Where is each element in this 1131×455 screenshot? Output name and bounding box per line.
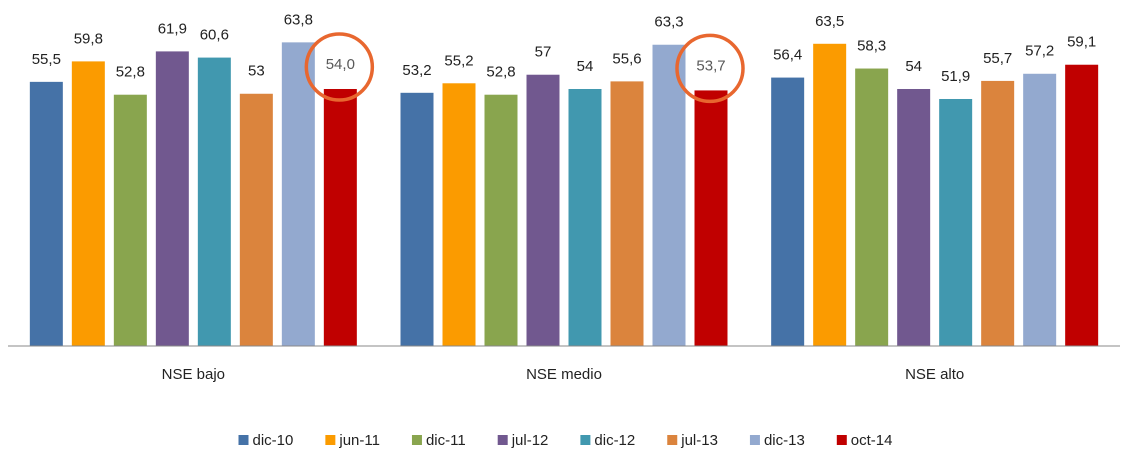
value-label: 63,8 xyxy=(284,11,313,28)
legend-label: jul-12 xyxy=(511,432,549,449)
bar xyxy=(239,93,273,347)
bar xyxy=(897,88,931,346)
bar xyxy=(855,68,889,347)
legend-swatch xyxy=(411,435,422,445)
legend-label: dic-13 xyxy=(764,432,805,449)
bar xyxy=(610,81,644,347)
value-label: 61,9 xyxy=(158,20,187,37)
bar xyxy=(1023,73,1057,346)
value-label: 54,0 xyxy=(326,56,355,73)
value-label: 54 xyxy=(905,58,922,75)
value-label: 57,2 xyxy=(1025,43,1054,60)
bar xyxy=(442,83,476,347)
value-label: 53,7 xyxy=(696,57,725,74)
bar xyxy=(484,94,518,346)
x-tick-label: NSE bajo xyxy=(162,366,225,383)
bar xyxy=(281,42,315,346)
value-label: 63,5 xyxy=(815,13,844,30)
x-tick-label: NSE medio xyxy=(526,366,602,383)
value-label: 60,6 xyxy=(200,27,229,44)
bar xyxy=(71,61,105,346)
value-label: 59,8 xyxy=(74,30,103,47)
bar xyxy=(568,88,602,346)
value-label: 51,9 xyxy=(941,68,970,85)
value-label: 57 xyxy=(535,44,552,61)
bar xyxy=(155,51,189,347)
bar xyxy=(29,81,63,347)
value-label: 59,1 xyxy=(1067,34,1096,51)
bar xyxy=(813,43,847,346)
legend-label: dic-12 xyxy=(594,432,635,449)
value-label: 53,2 xyxy=(402,62,431,79)
value-label: 55,2 xyxy=(444,52,473,69)
legend-label: dic-11 xyxy=(426,432,466,449)
bar xyxy=(400,92,434,346)
value-label: 58,3 xyxy=(857,38,886,55)
legend-label: jun-11 xyxy=(338,432,380,449)
bar xyxy=(113,94,147,346)
value-label: 56,4 xyxy=(773,47,802,64)
bar xyxy=(981,80,1015,346)
value-label: 55,7 xyxy=(983,50,1012,67)
highlight-circle xyxy=(304,32,375,102)
bar xyxy=(652,44,686,347)
legend-swatch xyxy=(667,435,678,445)
value-label: 55,6 xyxy=(612,50,641,67)
bar xyxy=(197,57,231,347)
bar xyxy=(323,88,357,346)
value-label: 52,8 xyxy=(486,64,515,81)
bar xyxy=(939,98,973,346)
legend-swatch xyxy=(325,435,336,445)
legend-swatch xyxy=(749,435,760,445)
value-label: 53 xyxy=(248,63,265,80)
value-label: 54 xyxy=(577,58,594,75)
legend-swatch xyxy=(238,435,249,445)
x-tick-label: NSE alto xyxy=(905,366,964,383)
legend-swatch xyxy=(580,435,591,445)
value-label: 52,8 xyxy=(116,64,145,81)
legend-label: dic-10 xyxy=(253,432,294,449)
bar xyxy=(1065,64,1099,347)
bar xyxy=(526,74,560,347)
legend-label: oct-14 xyxy=(851,432,893,449)
bar xyxy=(771,77,805,346)
legend-swatch xyxy=(836,435,847,445)
value-label: 55,5 xyxy=(32,51,61,68)
legend-label: jul-13 xyxy=(680,432,718,449)
highlight-circle xyxy=(675,33,745,104)
legend-swatch xyxy=(497,435,508,445)
value-label: 63,3 xyxy=(654,14,683,31)
bar xyxy=(694,90,728,346)
